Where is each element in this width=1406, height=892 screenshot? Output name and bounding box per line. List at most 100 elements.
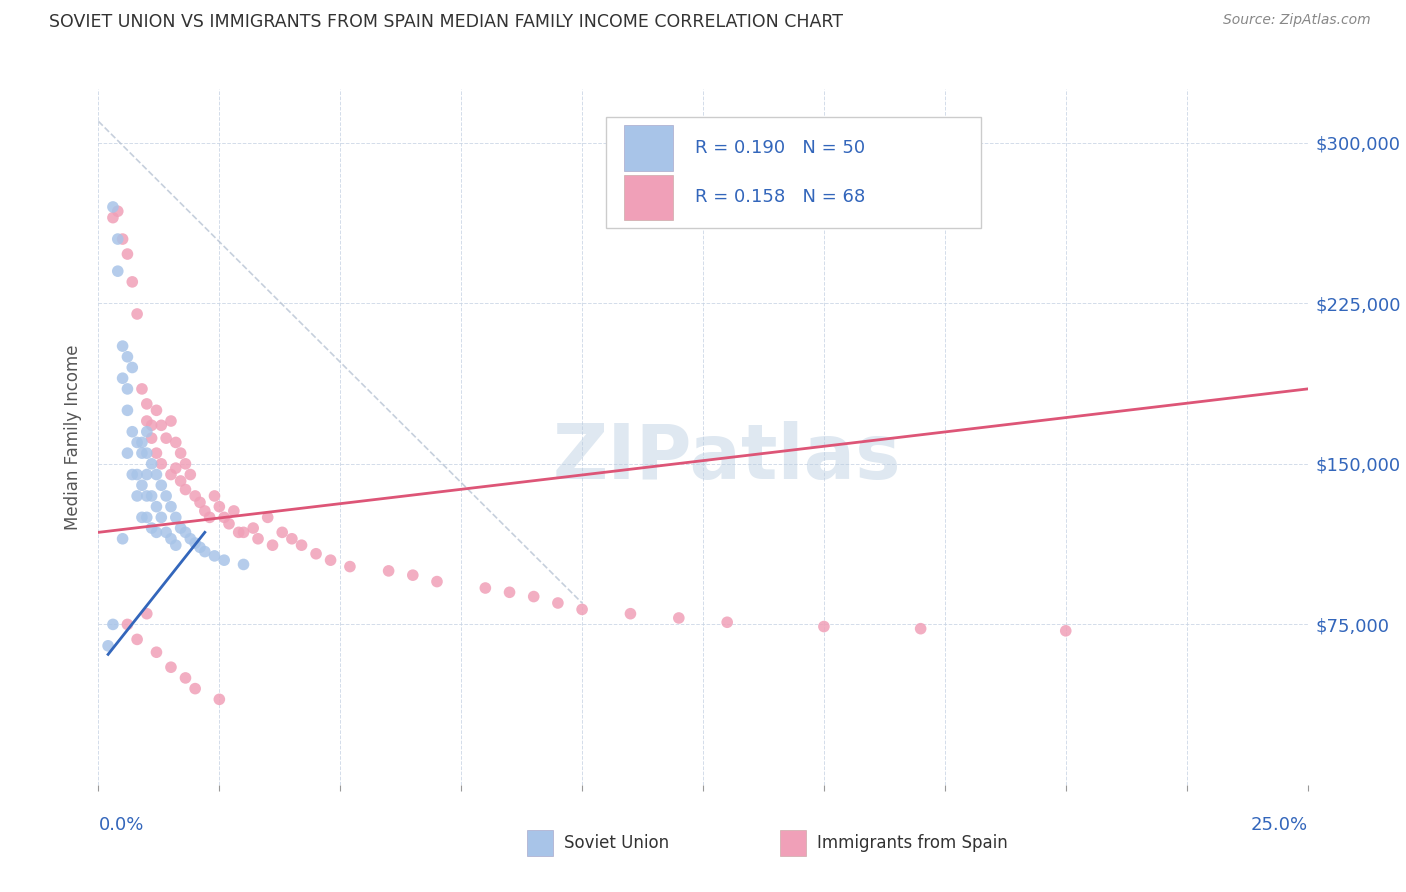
Point	[141, 457, 163, 471]
Point	[271, 525, 294, 540]
Point	[402, 568, 425, 582]
Point	[194, 544, 217, 558]
Point	[910, 622, 932, 636]
Point	[141, 418, 163, 433]
Point	[232, 558, 254, 572]
Point	[262, 538, 284, 552]
Point	[232, 525, 254, 540]
Point	[523, 590, 546, 604]
Point	[121, 275, 143, 289]
Point	[131, 478, 153, 492]
Point	[141, 489, 163, 503]
Point	[208, 500, 231, 514]
Point	[131, 446, 153, 460]
Point	[111, 339, 134, 353]
Point	[135, 489, 157, 503]
Point	[127, 435, 149, 450]
Point	[145, 467, 167, 482]
Point	[155, 489, 177, 503]
Point	[145, 500, 167, 514]
Point	[174, 457, 197, 471]
Point	[111, 371, 134, 385]
Point	[135, 467, 157, 482]
Point	[111, 532, 134, 546]
Text: R = 0.158   N = 68: R = 0.158 N = 68	[695, 188, 865, 206]
Point	[716, 615, 738, 630]
Point	[184, 536, 207, 550]
Point	[121, 360, 143, 375]
Point	[107, 264, 129, 278]
Point	[571, 602, 593, 616]
Point	[135, 425, 157, 439]
Point	[184, 681, 207, 696]
Point	[117, 403, 139, 417]
Point	[150, 457, 173, 471]
Point	[160, 532, 183, 546]
Point	[319, 553, 342, 567]
Point	[117, 382, 139, 396]
Point	[135, 510, 157, 524]
Point	[107, 232, 129, 246]
Point	[188, 495, 211, 509]
Point	[121, 425, 143, 439]
Point	[169, 521, 191, 535]
Point	[194, 504, 217, 518]
Point	[305, 547, 328, 561]
Point	[127, 632, 149, 647]
Point	[127, 307, 149, 321]
Bar	[624, 126, 673, 170]
Point	[179, 532, 201, 546]
Point	[184, 489, 207, 503]
Point	[160, 660, 183, 674]
Point	[668, 611, 690, 625]
Point	[474, 581, 496, 595]
Point	[127, 489, 149, 503]
Point	[212, 553, 235, 567]
Text: ZIPatlas: ZIPatlas	[553, 421, 901, 495]
Bar	[624, 175, 673, 220]
Point	[145, 446, 167, 460]
Point	[228, 525, 250, 540]
Point	[131, 510, 153, 524]
FancyBboxPatch shape	[606, 117, 981, 228]
Point	[179, 467, 201, 482]
Point	[135, 397, 157, 411]
Point	[208, 692, 231, 706]
Point	[160, 414, 183, 428]
Point	[1054, 624, 1077, 638]
Text: Immigrants from Spain: Immigrants from Spain	[817, 834, 1008, 852]
Point	[135, 446, 157, 460]
Point	[547, 596, 569, 610]
Point	[117, 446, 139, 460]
Point	[169, 474, 191, 488]
Point	[281, 532, 304, 546]
Point	[498, 585, 520, 599]
Point	[339, 559, 361, 574]
Point	[165, 510, 187, 524]
Text: 0.0%: 0.0%	[98, 816, 143, 834]
Point	[247, 532, 270, 546]
Point	[127, 467, 149, 482]
Point	[160, 500, 183, 514]
Point	[218, 516, 240, 531]
Point	[813, 619, 835, 633]
Point	[198, 510, 221, 524]
Point	[131, 435, 153, 450]
Point	[188, 541, 211, 555]
Point	[141, 431, 163, 445]
Point	[165, 461, 187, 475]
Point	[141, 521, 163, 535]
Point	[101, 617, 124, 632]
Point	[101, 200, 124, 214]
Point	[222, 504, 245, 518]
Point	[131, 382, 153, 396]
Text: 25.0%: 25.0%	[1250, 816, 1308, 834]
Point	[256, 510, 278, 524]
Point	[145, 403, 167, 417]
Point	[165, 538, 187, 552]
Point	[117, 247, 139, 261]
Point	[117, 617, 139, 632]
Point	[204, 489, 226, 503]
Point	[160, 467, 183, 482]
Point	[107, 204, 129, 219]
